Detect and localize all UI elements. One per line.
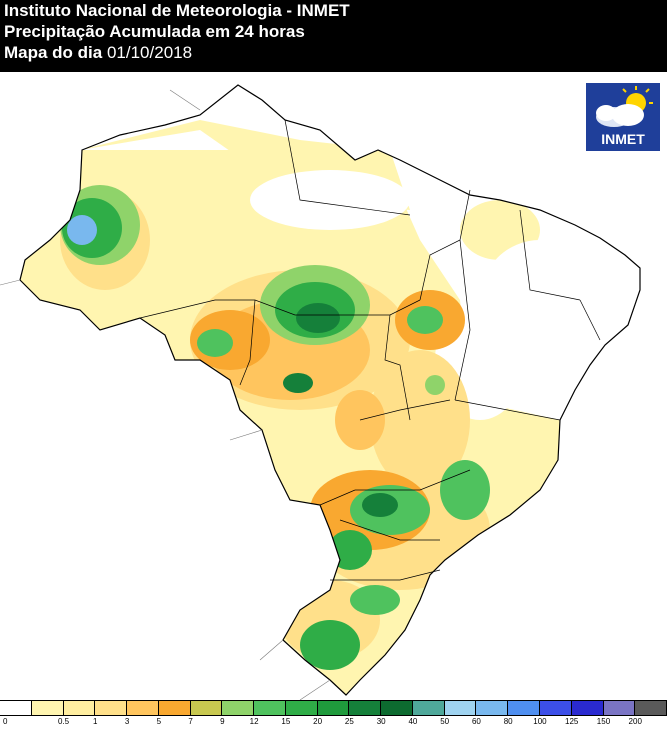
legend-swatch [31, 701, 64, 715]
legend-swatch [63, 701, 96, 715]
header-date-prefix: Mapa do dia [4, 43, 107, 62]
map-header: Instituto Nacional de Meteorologia - INM… [0, 0, 667, 72]
legend-swatch [0, 701, 32, 715]
legend-swatch [571, 701, 604, 715]
legend-label: 25 [344, 717, 354, 726]
logo-text: INMET [601, 131, 645, 147]
header-date: 01/10/2018 [106, 43, 193, 62]
precipitation-map [0, 72, 667, 700]
legend-swatch [349, 701, 382, 715]
legend-swatch [508, 701, 541, 715]
legend-label: 9 [220, 717, 225, 726]
legend-label: 3 [124, 717, 130, 726]
legend-swatch [603, 701, 636, 715]
legend-label: 0.5 [57, 717, 70, 726]
legend-swatch [158, 701, 191, 715]
legend-label: 125 [565, 717, 579, 726]
legend-color-scale [0, 700, 667, 716]
legend-label: 5 [156, 717, 162, 726]
legend-swatch [285, 701, 318, 715]
legend-label: 40 [408, 717, 418, 726]
header-product-title: Precipitação Acumulada em 24 horas [4, 22, 305, 41]
legend-swatch [635, 701, 667, 715]
legend-label: 20 [313, 717, 323, 726]
legend-label: 150 [596, 717, 611, 726]
legend-label: 60 [471, 717, 481, 726]
legend-swatch [412, 701, 445, 715]
legend-label: 200 [628, 717, 642, 726]
legend-swatch [317, 701, 350, 715]
legend-label: 100 [533, 717, 547, 726]
inmet-logo: INMET [586, 83, 660, 151]
legend-swatch [254, 701, 286, 715]
legend-label: 1 [93, 717, 98, 726]
legend-label: 15 [281, 717, 291, 726]
precipitation-legend: 0 0.5 1 3 5 7 9 12 15 20 25 30 40 50 60 80 100 125 150 200 [0, 700, 667, 730]
legend-label: 0 [3, 717, 8, 726]
legend-swatch [95, 701, 128, 715]
cloud-sun-icon [596, 86, 653, 127]
state-borders [139, 119, 601, 581]
legend-swatch [540, 701, 572, 715]
legend-label: 50 [440, 717, 450, 726]
map-canvas [0, 72, 667, 700]
legend-swatch [381, 701, 413, 715]
legend-swatch [190, 701, 223, 715]
header-date-line: Mapa do dia 01/10/2018 [0, 42, 667, 63]
legend-swatch [476, 701, 509, 715]
legend-label: 7 [188, 717, 193, 726]
legend-label: 30 [376, 717, 386, 726]
legend-label: 80 [503, 717, 513, 726]
legend-swatch [444, 701, 477, 715]
legend-label: 12 [249, 717, 259, 726]
legend-swatch [127, 701, 159, 715]
legend-labels: 0 0.5 1 3 5 7 9 12 15 20 25 30 40 50 60 80 100 125 150 200 [0, 717, 667, 730]
header-institute: Instituto Nacional de Meteorologia - INM… [4, 1, 350, 20]
legend-swatch [222, 701, 255, 715]
neighbor-borders [0, 89, 331, 700]
